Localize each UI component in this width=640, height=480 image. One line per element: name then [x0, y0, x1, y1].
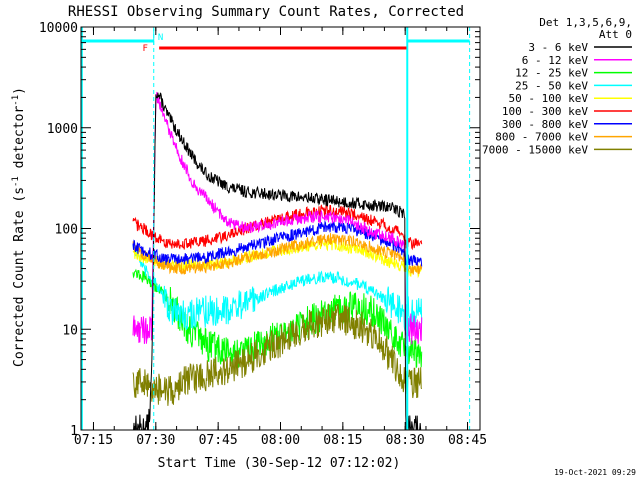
- series-line-7: [132, 233, 423, 275]
- x-tick-label-4: 08:15: [323, 433, 362, 448]
- y-axis-label-end: ): [12, 87, 27, 95]
- legend-label-5: 100 - 300 keV: [502, 105, 588, 118]
- x-axis: 07:15 07:30 07:45 08:00 08:15 08:30 08:45: [74, 27, 487, 448]
- x-tick-label-3: 08:00: [261, 433, 300, 448]
- y-axis-label-main: Corrected Count Rate (s: [12, 187, 27, 367]
- y-tick-label-3: 1000: [47, 122, 78, 137]
- series-line-1: [132, 91, 423, 345]
- x-tick-label-5: 08:30: [386, 433, 425, 448]
- legend-label-8: 7000 - 15000 keV: [482, 143, 588, 156]
- x-axis-label: Start Time (30-Sep-12 07:12:02): [158, 456, 401, 471]
- series-line-5: [132, 204, 423, 251]
- y-axis-label-sup-2: -1: [11, 95, 21, 106]
- x-tick-label-1: 07:30: [136, 433, 175, 448]
- night-label: N: [158, 33, 163, 43]
- series-line-8: [132, 303, 423, 406]
- y-axis: 1 10 100 1000 10000: [39, 21, 480, 439]
- y-tick-label-2: 100: [55, 223, 78, 238]
- legend-header-line-2: Att 0: [599, 28, 632, 41]
- y-axis-label: Corrected Count Rate (s-1 detector-1): [11, 87, 27, 367]
- legend-label-7: 800 - 7000 keV: [495, 131, 588, 144]
- x-tick-label-0: 07:15: [74, 433, 113, 448]
- legend-label-2: 12 - 25 keV: [515, 67, 588, 80]
- y-tick-label-0: 1: [70, 424, 78, 439]
- legend-label-6: 300 - 800 keV: [502, 118, 588, 131]
- series-line-2: [132, 268, 423, 369]
- flare-label: F: [143, 44, 148, 54]
- legend-label-1: 6 - 12 keV: [522, 54, 589, 67]
- y-tick-label-1: 10: [62, 323, 78, 338]
- y-axis-label-sup-1: -1: [11, 176, 21, 187]
- series-line-0: [133, 92, 422, 431]
- series-line-3: [132, 244, 423, 331]
- legend-label-4: 50 - 100 keV: [509, 92, 589, 105]
- x-tick-label-2: 07:45: [199, 433, 238, 448]
- x-tick-label-6: 08:45: [448, 433, 487, 448]
- y-tick-label-4: 10000: [39, 21, 78, 36]
- y-axis-label-mid: detector: [12, 106, 27, 177]
- chart-title: RHESSI Observing Summary Count Rates, Co…: [68, 4, 464, 20]
- footer-timestamp: 19-Oct-2021 09:29: [554, 468, 636, 477]
- legend-label-0: 3 - 6 keV: [528, 41, 588, 54]
- legend-label-3: 25 - 50 keV: [515, 79, 588, 92]
- legend-header-line-1: Det 1,3,5,6,9,: [539, 16, 632, 29]
